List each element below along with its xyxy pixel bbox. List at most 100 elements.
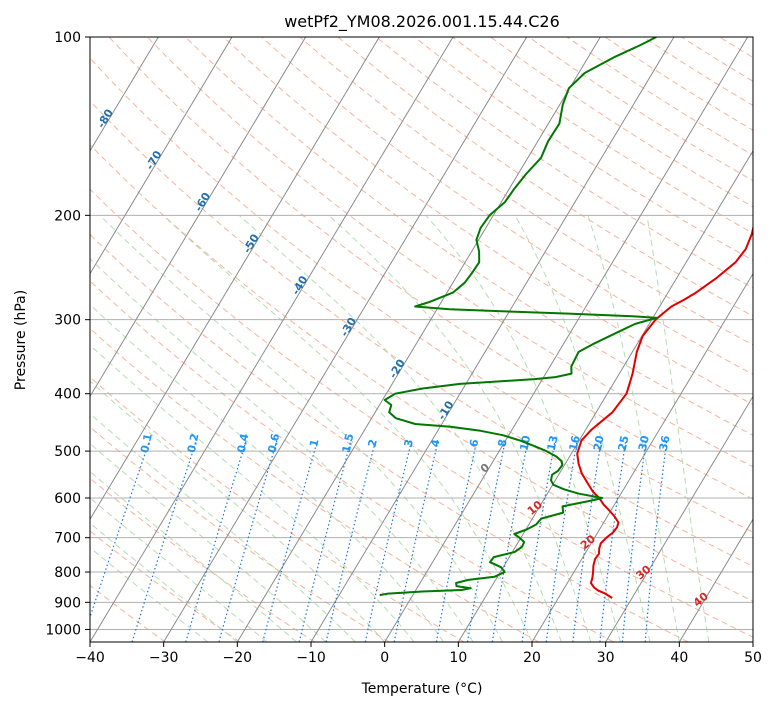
isotherm-line [752, 641, 753, 642]
dry-adiabat [90, 280, 614, 642]
moist-adiabat [587, 215, 680, 642]
dry-adiabat [90, 100, 753, 567]
moist-adiabat [90, 442, 327, 642]
dry-adiabat [90, 426, 390, 642]
dry-adiabat [719, 37, 753, 59]
dry-adiabat [643, 37, 753, 107]
isotherm-line [90, 37, 159, 152]
mixing-ratio-label: 20 [591, 434, 607, 452]
moist-adiabat [162, 214, 533, 642]
mixing-ratio-line [325, 440, 377, 642]
moist-adiabat [328, 214, 592, 642]
y-tick-label: 200 [54, 208, 81, 224]
isotherm-line [90, 37, 233, 275]
x-tick-label: −20 [223, 650, 253, 666]
moist-adiabat [238, 214, 562, 642]
y-tick-label: 500 [54, 444, 81, 460]
isotherm-label: -40 [289, 273, 311, 297]
moist-adiabat [90, 470, 297, 642]
mixing-ratio-line [262, 440, 318, 642]
isotherm-line [457, 149, 753, 642]
x-tick-label: 40 [670, 650, 688, 666]
dry-adiabat [108, 37, 753, 500]
mixing-ratio-line [131, 440, 197, 642]
y-tick-label: 300 [54, 313, 81, 329]
isotherm-line [163, 37, 528, 642]
isotherm-label: -70 [143, 148, 165, 172]
mixing-ratio-label: 0.1 [138, 432, 155, 454]
isotherm-label: -60 [192, 190, 214, 214]
moist-adiabat [90, 257, 474, 642]
adiabat-label: 40 [691, 590, 711, 610]
dry-adiabat [452, 37, 753, 234]
mixing-ratio-line [393, 440, 439, 642]
x-tick-label: 30 [597, 650, 615, 666]
mixing-ratio-label: 1.5 [340, 432, 357, 454]
mixing-ratio-line [364, 440, 413, 642]
dry-adiabat [337, 37, 753, 317]
mixing-ratio-label: 6 [467, 438, 481, 449]
y-tick-label: 900 [54, 595, 81, 611]
dry-adiabat [185, 37, 753, 436]
plot-frame [89, 36, 754, 643]
isotherm-label: -90 [46, 65, 68, 89]
mixing-ratio-label: 25 [616, 434, 632, 452]
mixing-ratio-label: 0.6 [265, 432, 282, 454]
isotherm-line [0, 37, 11, 642]
x-tick-label: −10 [296, 650, 326, 666]
mixing-ratio-line [298, 440, 352, 642]
chart-title: wetPf2_YM08.2026.001.15.44.C26 [284, 12, 560, 32]
dry-adiabat [490, 37, 753, 208]
mixing-ratio-line [572, 440, 602, 642]
mixing-ratio-line [621, 440, 647, 642]
mixing-ratio-label: 36 [657, 434, 673, 452]
background-lines [0, 37, 753, 642]
moist-adiabat [90, 546, 209, 642]
dry-adiabat [90, 144, 753, 602]
dry-adiabat [90, 530, 241, 642]
y-tick-label: 400 [54, 387, 81, 403]
moist-adiabat [99, 214, 503, 642]
dry-adiabat [604, 37, 753, 131]
isotherm-line [90, 37, 454, 642]
isotherm-line [90, 37, 380, 521]
x-tick-label: 50 [744, 650, 762, 666]
mixing-ratio-label: 30 [636, 434, 652, 452]
mixing-ratio-label: 0.2 [185, 432, 202, 454]
mixing-ratio-label: 8 [496, 438, 510, 448]
isotherm-line [384, 37, 749, 642]
mixing-ratio-label: 3 [402, 438, 416, 448]
mixing-ratio-line [90, 440, 151, 619]
moist-adiabat [90, 413, 356, 642]
isotherm-label: -100 [0, 20, 21, 51]
isotherm-line [678, 518, 753, 642]
adiabat-label: 30 [633, 562, 653, 582]
x-tick-label: 0 [380, 650, 389, 666]
y-axis-label: Pressure (hPa) [13, 290, 29, 390]
x-tick-label: 10 [449, 650, 467, 666]
adiabat-label: 0 [478, 461, 492, 476]
x-axis-label: Temperature (°C) [361, 681, 483, 697]
mixing-ratio-label: 1 [307, 438, 321, 448]
isotherm-line [531, 272, 753, 642]
temperature-line [576, 224, 753, 599]
mixing-ratio-line [218, 440, 278, 642]
mixing-ratio-label: 2 [366, 438, 380, 448]
x-tick-label: −40 [75, 650, 105, 666]
mixing-ratio-label: 4 [428, 438, 442, 449]
dry-adiabat [299, 37, 753, 346]
dry-adiabat [146, 37, 753, 468]
dry-adiabat [261, 37, 753, 375]
moist-adiabat [90, 380, 386, 642]
dry-adiabat [90, 57, 753, 533]
dry-adiabat [90, 188, 753, 638]
dry-adiabat [90, 233, 689, 642]
dry-adiabat [90, 477, 315, 642]
mixing-ratio-line [185, 440, 247, 642]
dry-adiabat [681, 37, 753, 82]
x-axis-ticks: −40 −30 −20 −10 0 10 20 30 40 50 [75, 642, 762, 666]
x-tick-label: −30 [149, 650, 179, 666]
y-tick-label: 100 [54, 30, 81, 46]
moist-adiabat [514, 215, 651, 642]
